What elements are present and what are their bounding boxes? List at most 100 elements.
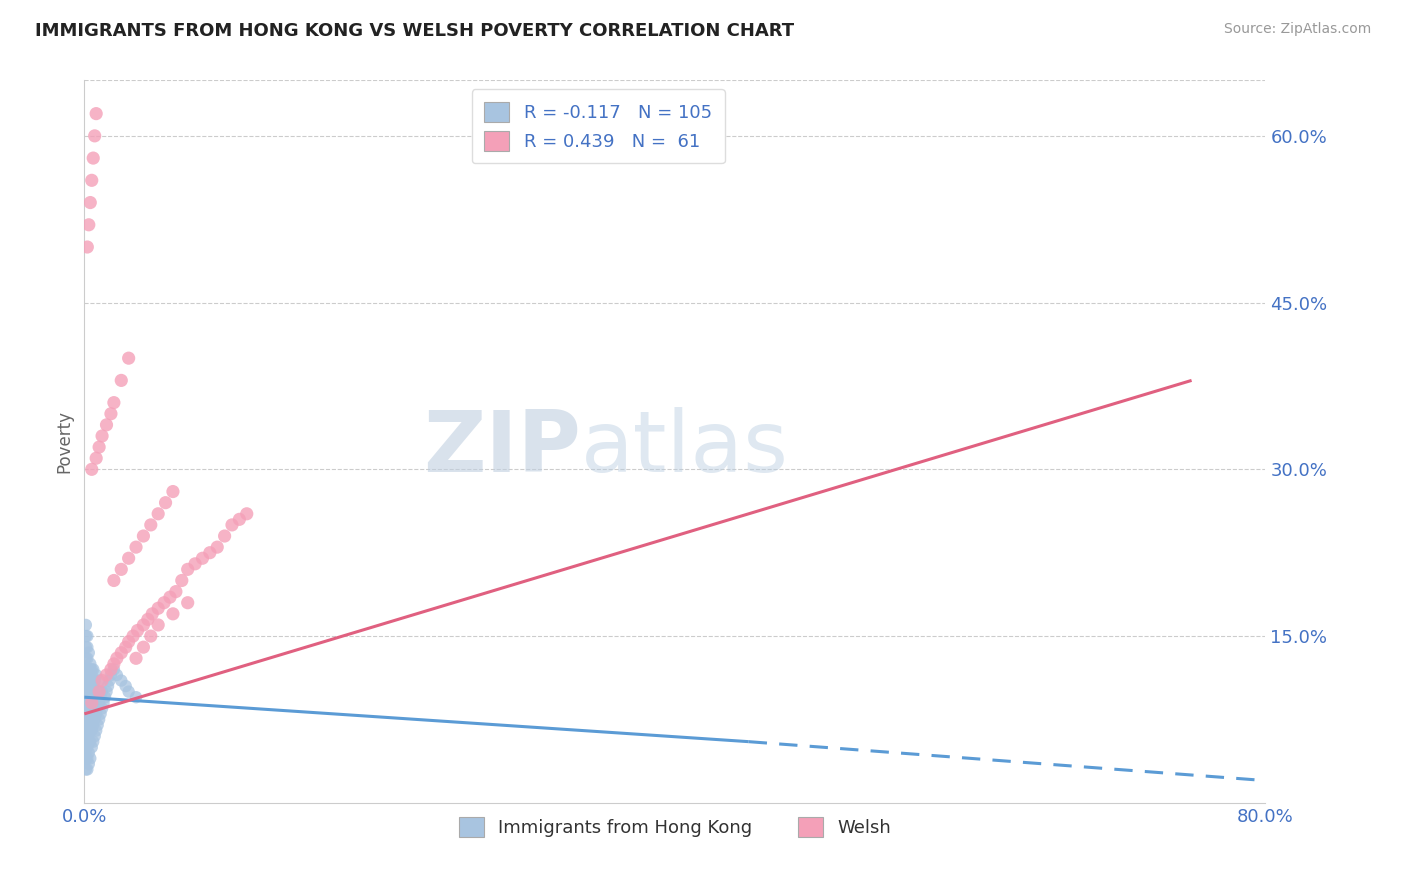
Point — [75, 729, 97, 743]
Point — [80, 696, 103, 710]
Text: Source: ZipAtlas.com: Source: ZipAtlas.com — [1223, 22, 1371, 37]
Point — [221, 517, 243, 532]
Point — [80, 713, 103, 727]
Point — [132, 529, 155, 543]
Point — [162, 484, 184, 499]
Point — [80, 662, 103, 676]
Point — [75, 713, 97, 727]
Point — [86, 718, 108, 732]
Point — [100, 668, 122, 682]
Point — [75, 629, 97, 643]
Point — [79, 751, 101, 765]
Point — [87, 684, 111, 698]
Point — [76, 713, 98, 727]
Point — [75, 734, 97, 748]
Point — [79, 734, 101, 748]
Point — [198, 546, 221, 560]
Point — [98, 673, 121, 688]
Point — [83, 690, 105, 705]
Point — [148, 618, 170, 632]
Point — [90, 690, 112, 705]
Point — [80, 740, 103, 755]
Point — [77, 662, 100, 676]
Point — [110, 562, 132, 576]
Point — [96, 668, 118, 682]
Point — [165, 584, 187, 599]
Point — [214, 529, 236, 543]
Point — [118, 634, 141, 648]
Point — [132, 618, 155, 632]
Text: ZIP: ZIP — [423, 408, 581, 491]
Point — [125, 690, 148, 705]
Point — [141, 607, 163, 621]
Point — [75, 651, 97, 665]
Point — [77, 646, 100, 660]
Point — [76, 740, 98, 755]
Point — [82, 679, 104, 693]
Point — [110, 373, 132, 387]
Point — [103, 574, 125, 588]
Point — [75, 668, 97, 682]
Point — [80, 462, 103, 476]
Point — [82, 734, 104, 748]
Point — [76, 718, 98, 732]
Point — [75, 740, 97, 755]
Point — [177, 562, 200, 576]
Point — [91, 684, 114, 698]
Point — [82, 662, 104, 676]
Point — [207, 540, 229, 554]
Point — [118, 351, 141, 366]
Point — [76, 640, 98, 655]
Point — [184, 557, 207, 571]
Point — [76, 629, 98, 643]
Point — [79, 662, 101, 676]
Point — [87, 696, 111, 710]
Legend: Immigrants from Hong Kong, Welsh: Immigrants from Hong Kong, Welsh — [451, 810, 898, 845]
Point — [93, 696, 115, 710]
Point — [77, 673, 100, 688]
Point — [103, 662, 125, 676]
Point — [75, 718, 97, 732]
Point — [80, 696, 103, 710]
Point — [83, 673, 105, 688]
Point — [114, 640, 136, 655]
Point — [148, 507, 170, 521]
Point — [76, 723, 98, 738]
Point — [83, 729, 105, 743]
Point — [77, 718, 100, 732]
Point — [76, 763, 98, 777]
Point — [80, 679, 103, 693]
Point — [159, 590, 181, 604]
Point — [79, 713, 101, 727]
Point — [162, 607, 184, 621]
Point — [75, 618, 97, 632]
Point — [177, 596, 200, 610]
Point — [110, 646, 132, 660]
Point — [77, 723, 100, 738]
Text: IMMIGRANTS FROM HONG KONG VS WELSH POVERTY CORRELATION CHART: IMMIGRANTS FROM HONG KONG VS WELSH POVER… — [35, 22, 794, 40]
Point — [75, 640, 97, 655]
Point — [82, 151, 104, 165]
Point — [86, 684, 108, 698]
Point — [83, 713, 105, 727]
Point — [105, 668, 128, 682]
Point — [77, 218, 100, 232]
Point — [118, 684, 141, 698]
Point — [79, 723, 101, 738]
Point — [84, 723, 107, 738]
Point — [139, 629, 162, 643]
Point — [84, 451, 107, 466]
Point — [79, 679, 101, 693]
Point — [127, 624, 149, 638]
Point — [77, 684, 100, 698]
Point — [170, 574, 193, 588]
Point — [75, 696, 97, 710]
Point — [132, 640, 155, 655]
Point — [79, 657, 101, 671]
Y-axis label: Poverty: Poverty — [55, 410, 73, 473]
Point — [75, 673, 97, 688]
Point — [76, 684, 98, 698]
Point — [139, 517, 162, 532]
Point — [75, 751, 97, 765]
Point — [91, 701, 114, 715]
